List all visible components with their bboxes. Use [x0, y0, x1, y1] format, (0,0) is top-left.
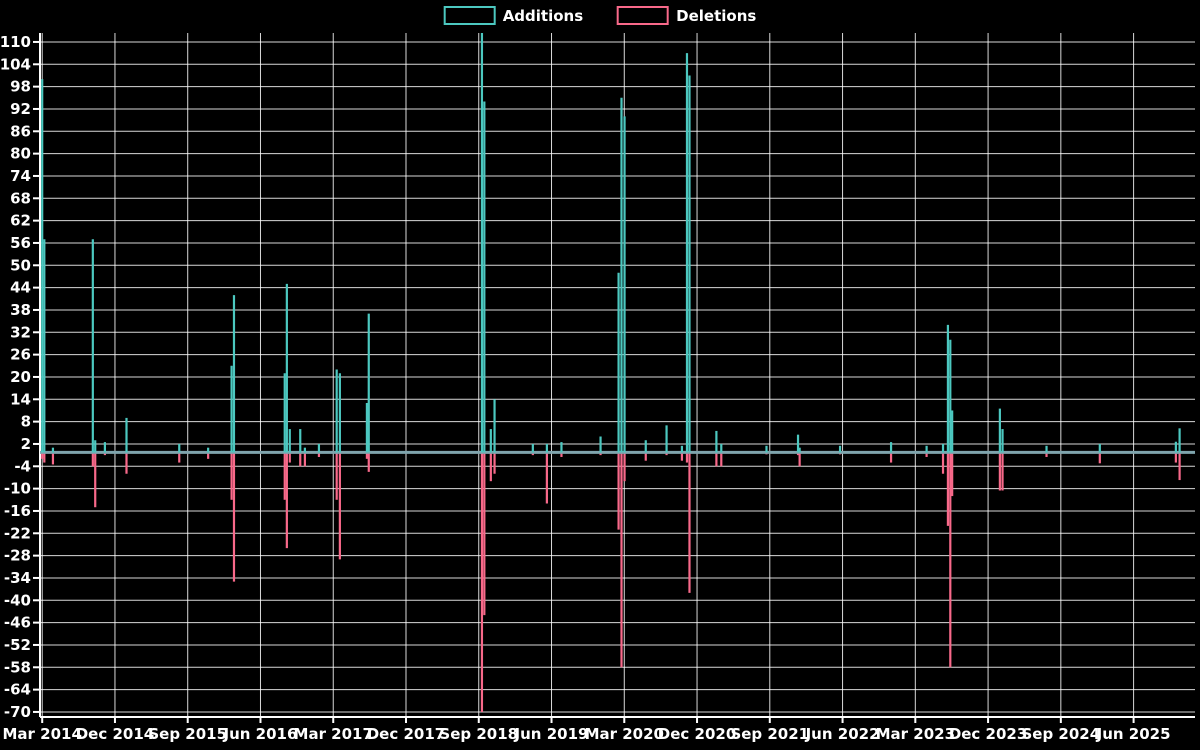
y-tick-label: 2 — [21, 435, 31, 453]
y-tick-label: 44 — [10, 279, 31, 297]
y-tick-label: -58 — [4, 658, 31, 676]
x-tick-label: Mar 2014 — [2, 725, 81, 743]
x-tick-label: Sep 2024 — [1021, 725, 1100, 743]
x-tick-label: Dec 2017 — [367, 725, 446, 743]
x-tick-label: Sep 2021 — [730, 725, 809, 743]
deletions-swatch-icon — [617, 6, 670, 25]
x-tick-label: Mar 2017 — [294, 725, 373, 743]
x-tick-label: Jun 2019 — [514, 725, 589, 743]
y-tick-label: 56 — [10, 234, 31, 252]
y-tick-label: 26 — [10, 346, 31, 364]
x-tick-label: Dec 2023 — [949, 725, 1028, 743]
y-tick-label: -52 — [4, 636, 31, 654]
y-tick-label: 86 — [10, 122, 31, 140]
y-tick-label: 92 — [10, 100, 31, 118]
x-tick-label: Dec 2020 — [658, 725, 737, 743]
y-tick-label: 50 — [10, 256, 31, 274]
additions-swatch-icon — [443, 6, 496, 25]
x-tick-label: Mar 2023 — [876, 725, 955, 743]
y-tick-label: -34 — [4, 569, 31, 587]
x-tick-label: Mar 2020 — [585, 725, 664, 743]
y-tick-label: -70 — [4, 703, 31, 721]
x-tick-label: Sep 2015 — [148, 725, 227, 743]
y-tick-label: 32 — [10, 323, 31, 341]
y-tick-label: 80 — [10, 145, 31, 163]
y-tick-label: 62 — [10, 212, 31, 230]
y-tick-label: -28 — [4, 547, 31, 565]
y-tick-label: -46 — [4, 614, 31, 632]
y-tick-label: -4 — [14, 457, 31, 475]
legend-item-additions[interactable]: Additions — [443, 6, 584, 25]
y-tick-label: 110 — [0, 33, 31, 51]
y-tick-label: 68 — [10, 189, 31, 207]
x-tick-label: Jun 2022 — [805, 725, 880, 743]
y-tick-label: 14 — [10, 390, 31, 408]
y-tick-label: -22 — [4, 524, 31, 542]
y-tick-label: 20 — [10, 368, 31, 386]
legend-label-additions: Additions — [502, 6, 584, 25]
legend-label-deletions: Deletions — [676, 6, 757, 25]
legend-item-deletions[interactable]: Deletions — [617, 6, 756, 25]
x-tick-label: Sep 2018 — [439, 725, 518, 743]
y-tick-label: -10 — [4, 480, 31, 498]
y-tick-label: -40 — [4, 591, 31, 609]
y-tick-label: 38 — [10, 301, 31, 319]
y-tick-label: -16 — [4, 502, 31, 520]
x-tick-label: Jun 2016 — [223, 725, 298, 743]
x-tick-label: Jun 2025 — [1096, 725, 1171, 743]
y-tick-label: -64 — [4, 681, 31, 699]
legend: Additions Deletions — [443, 6, 756, 25]
y-tick-label: 8 — [21, 413, 31, 431]
x-tick-label: Dec 2014 — [76, 725, 155, 743]
y-tick-label: 104 — [0, 55, 31, 73]
y-tick-label: 74 — [10, 167, 31, 185]
y-tick-label: 98 — [10, 78, 31, 96]
